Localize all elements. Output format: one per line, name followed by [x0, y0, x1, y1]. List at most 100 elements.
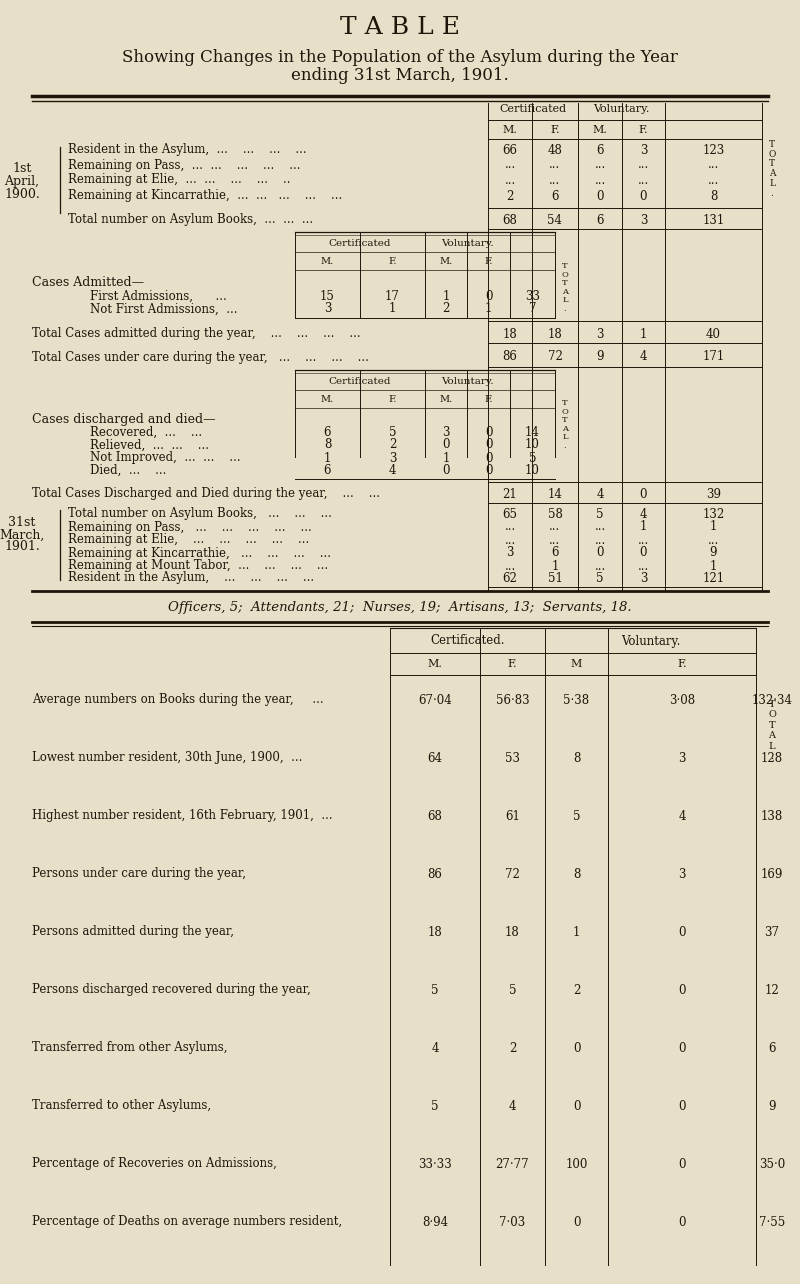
Text: 15: 15 — [320, 289, 335, 303]
Text: ...: ... — [504, 158, 516, 172]
Text: 2: 2 — [442, 303, 450, 316]
Text: 68: 68 — [502, 213, 518, 226]
Text: 4: 4 — [389, 464, 396, 476]
Text: 27·77: 27·77 — [496, 1157, 530, 1171]
Text: 9: 9 — [710, 547, 718, 560]
Text: 0: 0 — [678, 926, 686, 939]
Text: 0: 0 — [573, 1041, 580, 1054]
Text: Remaining at Elie,  ...  ...    ...    ...    ..: Remaining at Elie, ... ... ... ... .. — [68, 173, 290, 186]
Text: F.: F. — [484, 394, 493, 403]
Text: F.: F. — [550, 125, 560, 135]
Text: 3: 3 — [640, 571, 647, 584]
Text: M.: M. — [439, 394, 453, 403]
Text: ...: ... — [550, 533, 561, 547]
Text: March,: March, — [0, 529, 45, 542]
Text: ...: ... — [504, 533, 516, 547]
Text: 4: 4 — [640, 351, 647, 363]
Text: 138: 138 — [761, 809, 783, 823]
Text: Transferred from other Asylums,: Transferred from other Asylums, — [32, 1041, 227, 1054]
Text: Total Cases Discharged and Died during the year,    ...    ...: Total Cases Discharged and Died during t… — [32, 488, 380, 501]
Text: 131: 131 — [702, 213, 725, 226]
Text: 86: 86 — [427, 868, 442, 881]
Text: 8: 8 — [573, 751, 580, 764]
Text: 5·38: 5·38 — [563, 693, 590, 706]
Text: ...: ... — [594, 520, 606, 533]
Text: 66: 66 — [502, 144, 518, 157]
Text: 0: 0 — [442, 439, 450, 452]
Text: Persons admitted during the year,: Persons admitted during the year, — [32, 926, 234, 939]
Text: ...: ... — [550, 173, 561, 186]
Text: Total number on Asylum Books,   ...    ...    ...: Total number on Asylum Books, ... ... ..… — [68, 507, 332, 520]
Text: 9: 9 — [768, 1099, 776, 1112]
Text: 4: 4 — [431, 1041, 438, 1054]
Text: ...: ... — [504, 520, 516, 533]
Text: 6: 6 — [324, 425, 331, 439]
Text: 2: 2 — [573, 984, 580, 996]
Text: F.: F. — [388, 257, 397, 266]
Text: 21: 21 — [502, 488, 518, 501]
Text: 8: 8 — [710, 190, 717, 203]
Text: 53: 53 — [505, 751, 520, 764]
Text: Remaining at Kincarrathie,   ...    ...    ...    ...: Remaining at Kincarrathie, ... ... ... .… — [68, 547, 331, 560]
Text: 72: 72 — [547, 351, 562, 363]
Text: 0: 0 — [678, 1041, 686, 1054]
Text: Showing Changes in the Population of the Asylum during the Year: Showing Changes in the Population of the… — [122, 50, 678, 67]
Text: 0: 0 — [485, 439, 492, 452]
Text: F.: F. — [678, 659, 686, 669]
Text: 0: 0 — [640, 547, 647, 560]
Text: 1: 1 — [710, 560, 717, 573]
Text: Percentage of Recoveries on Admissions,: Percentage of Recoveries on Admissions, — [32, 1157, 277, 1171]
Text: ...: ... — [550, 158, 561, 172]
Text: ...: ... — [638, 533, 649, 547]
Text: M.: M. — [427, 659, 442, 669]
Text: Certificated: Certificated — [329, 239, 391, 248]
Text: 6: 6 — [551, 547, 558, 560]
Text: Resident in the Asylum,  ...    ...    ...    ...: Resident in the Asylum, ... ... ... ... — [68, 144, 306, 157]
Text: F.: F. — [484, 257, 493, 266]
Text: 33: 33 — [525, 289, 540, 303]
Text: Certificated: Certificated — [329, 376, 391, 385]
Text: ...: ... — [638, 158, 649, 172]
Text: 0: 0 — [485, 289, 492, 303]
Text: Highest number resident, 16th February, 1901,  ...: Highest number resident, 16th February, … — [32, 809, 333, 823]
Text: Percentage of Deaths on average numbers resident,: Percentage of Deaths on average numbers … — [32, 1216, 342, 1229]
Text: 18: 18 — [505, 926, 520, 939]
Text: ...: ... — [594, 533, 606, 547]
Text: Total Cases admitted during the year,    ...    ...    ...    ...: Total Cases admitted during the year, ..… — [32, 327, 361, 340]
Text: 3: 3 — [596, 327, 604, 340]
Text: 3: 3 — [640, 213, 647, 226]
Text: 5: 5 — [573, 809, 580, 823]
Text: 3: 3 — [389, 452, 396, 465]
Text: Cases discharged and died—: Cases discharged and died— — [32, 413, 216, 426]
Text: 5: 5 — [529, 452, 536, 465]
Text: Average numbers on Books during the year,     ...: Average numbers on Books during the year… — [32, 693, 324, 706]
Text: ...: ... — [504, 173, 516, 186]
Text: 0: 0 — [442, 464, 450, 476]
Text: 0: 0 — [678, 1216, 686, 1229]
Text: 3: 3 — [678, 751, 686, 764]
Text: 14: 14 — [547, 488, 562, 501]
Text: M.: M. — [321, 394, 334, 403]
Text: M.: M. — [439, 257, 453, 266]
Text: 35·0: 35·0 — [759, 1157, 785, 1171]
Text: 31st: 31st — [8, 516, 36, 529]
Text: 7·55: 7·55 — [759, 1216, 785, 1229]
Text: 5: 5 — [431, 1099, 438, 1112]
Text: 0: 0 — [640, 190, 647, 203]
Text: April,: April, — [5, 175, 39, 187]
Text: 1: 1 — [710, 520, 717, 533]
Text: 17: 17 — [385, 289, 400, 303]
Text: 1: 1 — [573, 926, 580, 939]
Text: 8: 8 — [324, 439, 331, 452]
Text: ...: ... — [550, 520, 561, 533]
Text: 0: 0 — [678, 1099, 686, 1112]
Text: 1901.: 1901. — [4, 541, 40, 553]
Text: Certificated: Certificated — [499, 104, 566, 114]
Text: 4: 4 — [640, 507, 647, 520]
Text: F.: F. — [388, 394, 397, 403]
Text: Remaining at Kincarrathie,  ...  ...   ...    ...    ...: Remaining at Kincarrathie, ... ... ... .… — [68, 190, 342, 203]
Text: Certificated.: Certificated. — [430, 634, 505, 647]
Text: ...: ... — [638, 560, 649, 573]
Text: 132·34: 132·34 — [751, 693, 793, 706]
Text: M.: M. — [502, 125, 518, 135]
